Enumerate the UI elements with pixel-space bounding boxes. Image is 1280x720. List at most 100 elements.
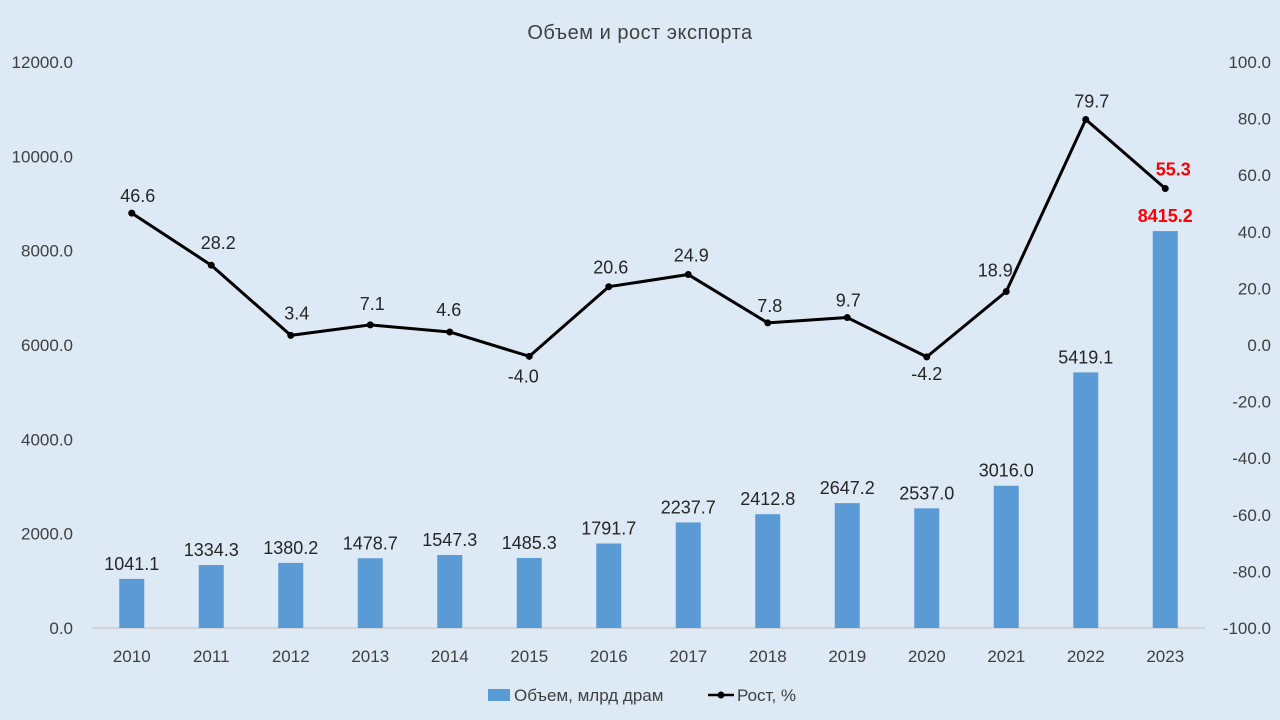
line-point — [843, 314, 851, 322]
bar-data-label: 1478.7 — [343, 533, 398, 553]
bar — [437, 555, 463, 628]
bar-data-label: 3016.0 — [979, 461, 1034, 481]
line-point — [605, 283, 613, 291]
right-axis: -100.0 -80.0 -60.0 -40.0 -20.0 0.0 20.0 40.0 60.… — [1223, 53, 1271, 638]
x-axis-tick-label: 2010 — [113, 647, 151, 666]
bar-series — [119, 231, 1178, 628]
right-axis-tick-label: -80.0 — [1232, 562, 1271, 581]
line-series — [128, 115, 1169, 361]
line-data-label: 55.3 — [1156, 160, 1191, 180]
bar-data-label: 1791.7 — [581, 518, 636, 538]
x-axis-tick-label: 2023 — [1146, 647, 1184, 666]
bar-data-label: 2647.2 — [820, 478, 875, 498]
bar-data-labels: 1041.1 1334.3 1380.2 1478.7 1547.3 1485.3 1791… — [104, 206, 1193, 574]
x-axis-tick-label: 2015 — [510, 647, 548, 666]
line-data-label: 18.9 — [978, 261, 1013, 281]
x-axis-tick-label: 2022 — [1067, 647, 1105, 666]
line-data-label: 7.8 — [757, 296, 782, 316]
line-data-label: 28.2 — [201, 233, 236, 253]
line-point — [207, 261, 215, 269]
x-axis-tick-label: 2020 — [908, 647, 946, 666]
line-data-label: 24.9 — [674, 246, 709, 266]
left-axis-tick-label: 6000.0 — [21, 336, 73, 355]
x-axis-tick-label: 2016 — [590, 647, 628, 666]
bar-data-label: 1380.2 — [263, 538, 318, 558]
right-axis-tick-label: -60.0 — [1232, 506, 1271, 525]
bar-data-label: 1041.1 — [104, 554, 159, 574]
line-point — [764, 319, 772, 327]
bar-data-label: 2537.0 — [899, 483, 954, 503]
line-point — [128, 209, 136, 217]
right-axis-tick-label: -20.0 — [1232, 393, 1271, 412]
x-axis-tick-label: 2013 — [351, 647, 389, 666]
line-data-label: 4.6 — [436, 300, 461, 320]
line-data-label: 46.6 — [120, 186, 155, 206]
x-axis-tick-label: 2014 — [431, 647, 469, 666]
bar — [675, 522, 701, 628]
line-point — [446, 328, 454, 336]
x-axis-tick-label: 2011 — [193, 647, 230, 666]
legend-line-marker — [717, 691, 725, 699]
line-data-label: 7.1 — [360, 294, 385, 314]
line-data-labels: 46.6 28.2 3.4 7.1 4.6 -4.0 20.6 24.9 7.8 9.7 -4.2 1… — [120, 91, 1191, 386]
bar — [596, 543, 622, 628]
left-axis-tick-label: 12000.0 — [12, 53, 73, 72]
left-axis-tick-label: 2000.0 — [21, 525, 73, 544]
line-point — [1002, 288, 1010, 296]
bar — [119, 578, 145, 628]
right-axis-tick-label: -100.0 — [1223, 619, 1271, 638]
line-data-label: 3.4 — [284, 303, 309, 323]
x-axis-tick-label: 2019 — [828, 647, 866, 666]
right-axis-tick-label: 100.0 — [1228, 53, 1271, 72]
bar-data-label: 1334.3 — [184, 540, 239, 560]
line-point — [525, 352, 533, 360]
line-data-label: 9.7 — [836, 291, 861, 311]
bar — [1073, 372, 1099, 628]
x-axis-tick-label: 2012 — [272, 647, 310, 666]
bar — [914, 508, 940, 628]
left-axis-tick-label: 0.0 — [49, 619, 73, 638]
line-path — [130, 117, 1167, 359]
bar — [278, 562, 304, 628]
line-data-label: 20.6 — [593, 258, 628, 278]
legend: Объем, млрд драм Рост, % — [488, 686, 796, 705]
line-data-label: -4.2 — [911, 364, 942, 384]
bar-data-label: 1485.3 — [502, 533, 557, 553]
line-point — [684, 271, 692, 279]
bar-data-label: 8415.2 — [1138, 206, 1193, 226]
line-point — [1161, 185, 1169, 193]
line-point — [366, 321, 374, 329]
left-axis-tick-label: 8000.0 — [21, 242, 73, 261]
bar — [516, 557, 542, 628]
x-axis-tick-label: 2018 — [749, 647, 787, 666]
line-point — [1082, 115, 1090, 123]
bar — [1152, 231, 1178, 628]
x-axis: 2010 2011 2012 2013 2014 2015 2016 2017 2018 2019… — [113, 647, 1184, 666]
legend-bar-swatch — [488, 689, 510, 701]
bar — [198, 565, 224, 628]
left-axis-tick-label: 10000.0 — [12, 147, 73, 166]
bar-data-label: 2237.7 — [661, 497, 716, 517]
bar-data-label: 2412.8 — [740, 489, 795, 509]
legend-line-label: Рост, % — [737, 686, 796, 705]
bar — [755, 514, 781, 628]
right-axis-tick-label: 80.0 — [1238, 110, 1271, 129]
right-axis-tick-label: 60.0 — [1238, 166, 1271, 185]
line-point — [287, 331, 295, 339]
bar — [834, 503, 860, 628]
legend-bar-label: Объем, млрд драм — [514, 686, 663, 705]
left-axis-tick-label: 4000.0 — [21, 430, 73, 449]
right-axis-tick-label: 20.0 — [1238, 279, 1271, 298]
right-axis-tick-label: -40.0 — [1232, 449, 1271, 468]
bar — [993, 485, 1019, 628]
right-axis-tick-label: 40.0 — [1238, 223, 1271, 242]
left-axis: 0.0 2000.0 4000.0 6000.0 8000.0 10000.0 12000.… — [12, 53, 73, 638]
right-axis-tick-label: 0.0 — [1247, 336, 1271, 355]
bar — [357, 558, 383, 628]
bar-data-label: 5419.1 — [1058, 347, 1113, 367]
chart-title: Объем и рост экспорта — [527, 22, 753, 44]
line-data-label: -4.0 — [508, 366, 539, 386]
bar-data-label: 1547.3 — [422, 530, 477, 550]
line-data-label: 79.7 — [1074, 91, 1109, 111]
